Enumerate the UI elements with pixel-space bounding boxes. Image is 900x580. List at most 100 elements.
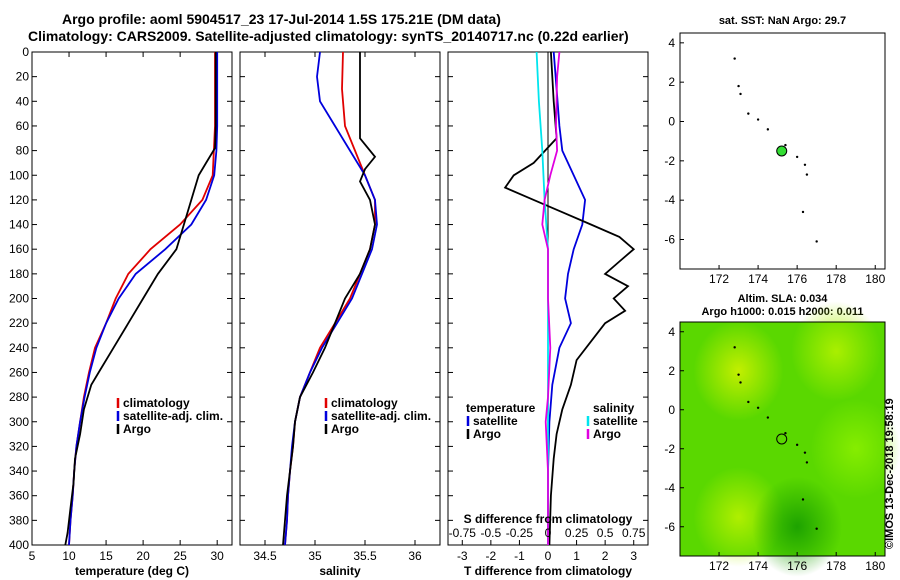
y-tick-label: 80 [16, 144, 30, 158]
series-climatology [68, 52, 216, 546]
legend-label: satellite-adj. clim. [331, 409, 431, 423]
y-tick-label: -6 [664, 233, 675, 247]
legend-label: satellite [593, 414, 638, 428]
y-tick-label: 0 [668, 403, 675, 417]
y-tick-label: 400 [9, 538, 29, 552]
legend-label: climatology [123, 396, 190, 410]
s-tick-label: -0.25 [506, 526, 534, 540]
x-tick-label: 178 [826, 272, 846, 286]
island-dot [739, 381, 742, 384]
legend-label: Argo [473, 427, 501, 441]
series-t-argo [503, 51, 636, 546]
island-dot [805, 173, 809, 176]
x-tick-label: 176 [787, 559, 807, 573]
sla-blob [810, 398, 900, 499]
island-dot [739, 92, 742, 96]
island-dot [756, 406, 760, 409]
island-dot [733, 346, 736, 349]
island-dot [756, 118, 760, 121]
sla-map-title-1: Altim. SLA: 0.034 [738, 293, 829, 305]
sst-map-title: sat. SST: NaN Argo: 29.7 [719, 15, 846, 27]
x-tick-label: 15 [99, 549, 113, 563]
difference-panel: -3 -2 -1 0 1 2 3 S difference from climatology-… [447, 51, 649, 578]
y-tick-label: 280 [9, 390, 29, 404]
y-tick-label: 300 [9, 415, 29, 429]
island-dot [803, 451, 807, 454]
x-tick-label: 178 [826, 559, 846, 573]
y-tick-label: 120 [9, 193, 29, 207]
y-tick-label: 340 [9, 464, 29, 478]
series-s-argo [541, 51, 561, 545]
island-dot [815, 527, 818, 530]
y-tick-label: 220 [9, 316, 29, 330]
legend-title-temperature: temperature [466, 401, 536, 415]
salinity-panel: 34.5 35 35.5 36 salinity climatologysatellite… [239, 51, 441, 578]
y-tick-label: 4 [668, 36, 675, 50]
x-tick-label: 35 [308, 549, 322, 563]
y-tick-label: 2 [668, 364, 675, 378]
island-dot [805, 461, 809, 464]
legend-label: Argo [593, 427, 621, 441]
s-tick-label: 0.75 [622, 526, 646, 540]
island-dot [733, 57, 736, 60]
island-dot [737, 84, 740, 88]
s-tick-label: 0 [545, 526, 552, 540]
x-tick-label: 174 [748, 559, 768, 573]
s-tick-label: 0.25 [565, 526, 589, 540]
island-dot [815, 240, 818, 243]
x-tick-label: 36 [408, 549, 422, 563]
temperature-frame [31, 51, 233, 546]
salinity-frame [239, 51, 441, 546]
legend-title-salinity: salinity [593, 401, 635, 415]
island-dot [803, 163, 807, 166]
argo-marker [776, 433, 788, 445]
y-tick-label: 260 [9, 365, 29, 379]
y-tick-label: 240 [9, 341, 29, 355]
y-tick-label: 140 [9, 218, 29, 232]
x-tick-label: 0 [545, 549, 552, 563]
y-tick-label: 200 [9, 292, 29, 306]
island-dot [747, 112, 750, 115]
island-dot [784, 431, 787, 435]
island-dot [766, 128, 770, 131]
series-s-satellite [535, 51, 549, 545]
y-tick-label: 60 [16, 119, 30, 133]
x-tick-label: 25 [173, 549, 187, 563]
y-tick-label: 0 [668, 115, 675, 129]
x-tick-label: -2 [486, 549, 497, 563]
x-axis-label: temperature (deg C) [75, 564, 189, 578]
x-tick-label: 176 [787, 272, 807, 286]
x-tick-label: 5 [29, 549, 36, 563]
title-line-1: Argo profile: aoml 5904517_23 17-Jul-201… [62, 11, 501, 27]
island-dot [766, 416, 770, 419]
island-dot [801, 498, 805, 501]
legend-label: satellite-adj. clim. [123, 409, 223, 423]
x-tick-label: 2 [602, 549, 609, 563]
argo-marker [776, 145, 788, 157]
y-tick-label: 20 [16, 70, 30, 84]
island-dot [784, 143, 787, 147]
y-tick-label: -4 [664, 481, 675, 495]
y-tick-label: 360 [9, 489, 29, 503]
x-tick-label: 180 [865, 272, 885, 286]
x-tick-label: -3 [457, 549, 468, 563]
s-tick-label: 0.5 [597, 526, 614, 540]
y-tick-label: 0 [22, 45, 29, 59]
sla-blob [693, 320, 784, 421]
y-tick-label: 40 [16, 94, 30, 108]
x-tick-label: 180 [865, 559, 885, 573]
s-tick-label: -0.5 [481, 526, 502, 540]
x-tick-label: 172 [709, 272, 729, 286]
s-tick-label: -0.75 [449, 526, 477, 540]
x-tick-label: 172 [709, 559, 729, 573]
sst_map-frame [679, 32, 886, 270]
y-tick-label: 4 [668, 325, 675, 339]
x-tick-label: 35.5 [353, 549, 377, 563]
y-tick-label: 2 [668, 75, 675, 89]
legend-label: satellite [473, 414, 518, 428]
y-tick-label: 180 [9, 267, 29, 281]
legend-label: Argo [331, 422, 359, 436]
watermark-text: ©IMOS 13-Dec-2018 19:58:19 [884, 398, 896, 549]
